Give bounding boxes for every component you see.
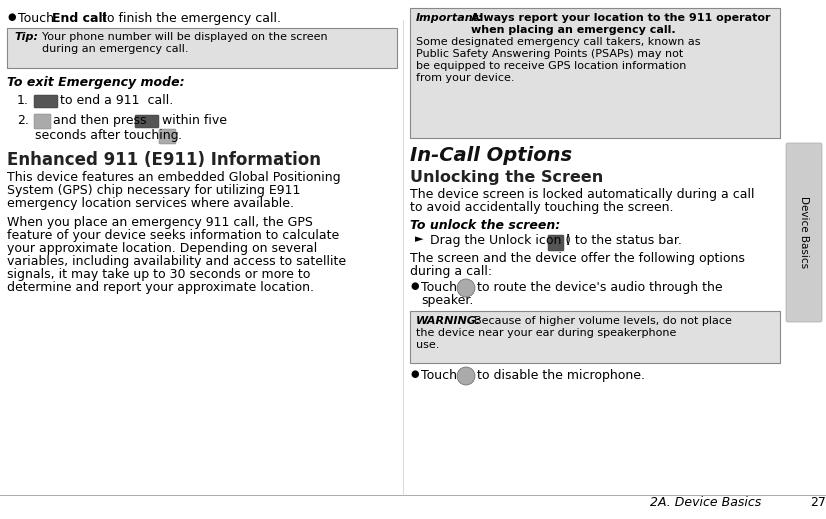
Text: when placing an emergency call.: when placing an emergency call. — [471, 25, 676, 35]
Text: .: . — [178, 129, 182, 142]
Text: ●: ● — [7, 12, 16, 22]
Text: signals, it may take up to 30 seconds or more to: signals, it may take up to 30 seconds or… — [7, 268, 311, 281]
FancyBboxPatch shape — [410, 8, 780, 138]
Text: ●: ● — [410, 369, 419, 379]
Text: ►: ► — [415, 234, 424, 244]
Text: determine and report your approximate location.: determine and report your approximate lo… — [7, 281, 314, 294]
Text: ●: ● — [410, 281, 419, 291]
FancyBboxPatch shape — [7, 28, 397, 68]
Text: Drag the Unlock icon (: Drag the Unlock icon ( — [430, 234, 570, 247]
Text: the device near your ear during speakerphone: the device near your ear during speakerp… — [416, 328, 676, 338]
Text: Important:: Important: — [416, 13, 483, 23]
Text: and then press: and then press — [53, 114, 146, 127]
Text: WARNING:: WARNING: — [416, 316, 482, 326]
Text: Enhanced 911 (E911) Information: Enhanced 911 (E911) Information — [7, 151, 321, 169]
Text: seconds after touching: seconds after touching — [35, 129, 178, 142]
Circle shape — [457, 279, 475, 297]
FancyBboxPatch shape — [34, 95, 58, 108]
FancyBboxPatch shape — [34, 114, 51, 129]
Text: Your phone number will be displayed on the screen: Your phone number will be displayed on t… — [42, 32, 328, 42]
Text: during a call:: during a call: — [410, 265, 492, 278]
Text: use.: use. — [416, 340, 439, 350]
Text: The device screen is locked automatically during a call: The device screen is locked automaticall… — [410, 188, 754, 201]
Text: To unlock the screen:: To unlock the screen: — [410, 219, 560, 232]
Text: This device features an embedded Global Positioning: This device features an embedded Global … — [7, 171, 340, 184]
Text: Public Safety Answering Points (PSAPs) may not: Public Safety Answering Points (PSAPs) m… — [416, 49, 683, 59]
FancyBboxPatch shape — [410, 311, 780, 363]
Text: Device Basics: Device Basics — [799, 196, 809, 268]
Text: Touch: Touch — [18, 12, 58, 25]
Text: your approximate location. Depending on several: your approximate location. Depending on … — [7, 242, 317, 255]
Text: to route the device's audio through the: to route the device's audio through the — [477, 281, 723, 294]
Text: Touch: Touch — [421, 369, 457, 382]
Text: feature of your device seeks information to calculate: feature of your device seeks information… — [7, 229, 339, 242]
Text: 2A. Device Basics: 2A. Device Basics — [650, 496, 762, 509]
Text: Unlocking the Screen: Unlocking the Screen — [410, 170, 603, 185]
Text: Tip:: Tip: — [14, 32, 38, 42]
Text: 1.: 1. — [17, 94, 29, 107]
Text: to finish the emergency call.: to finish the emergency call. — [98, 12, 281, 25]
FancyBboxPatch shape — [786, 143, 822, 322]
Text: to end a 911  call.: to end a 911 call. — [60, 94, 173, 107]
Text: to disable the microphone.: to disable the microphone. — [477, 369, 645, 382]
Text: System (GPS) chip necessary for utilizing E911: System (GPS) chip necessary for utilizin… — [7, 184, 301, 197]
Text: Because of higher volume levels, do not place: Because of higher volume levels, do not … — [474, 316, 732, 326]
Text: speaker.: speaker. — [421, 294, 473, 307]
Text: The screen and the device offer the following options: The screen and the device offer the foll… — [410, 252, 745, 265]
Text: 27: 27 — [810, 496, 826, 509]
Text: from your device.: from your device. — [416, 73, 515, 83]
FancyBboxPatch shape — [135, 115, 159, 128]
Text: In-Call Options: In-Call Options — [410, 146, 572, 165]
Text: 2.: 2. — [17, 114, 29, 127]
Text: to avoid accidentally touching the screen.: to avoid accidentally touching the scree… — [410, 201, 673, 214]
Text: End call: End call — [52, 12, 107, 25]
Text: Touch: Touch — [421, 281, 457, 294]
Text: When you place an emergency 911 call, the GPS: When you place an emergency 911 call, th… — [7, 216, 313, 229]
FancyBboxPatch shape — [548, 235, 564, 251]
Text: Some designated emergency call takers, known as: Some designated emergency call takers, k… — [416, 37, 700, 47]
Circle shape — [457, 367, 475, 385]
Text: during an emergency call.: during an emergency call. — [42, 44, 188, 54]
FancyBboxPatch shape — [159, 129, 176, 144]
Text: emergency location services where available.: emergency location services where availa… — [7, 197, 294, 210]
Text: variables, including availability and access to satellite: variables, including availability and ac… — [7, 255, 346, 268]
Text: To exit Emergency mode:: To exit Emergency mode: — [7, 76, 185, 89]
Text: ) to the status bar.: ) to the status bar. — [566, 234, 682, 247]
Text: be equipped to receive GPS location information: be equipped to receive GPS location info… — [416, 61, 686, 71]
Text: within five: within five — [162, 114, 227, 127]
Text: Always report your location to the 911 operator: Always report your location to the 911 o… — [471, 13, 771, 23]
